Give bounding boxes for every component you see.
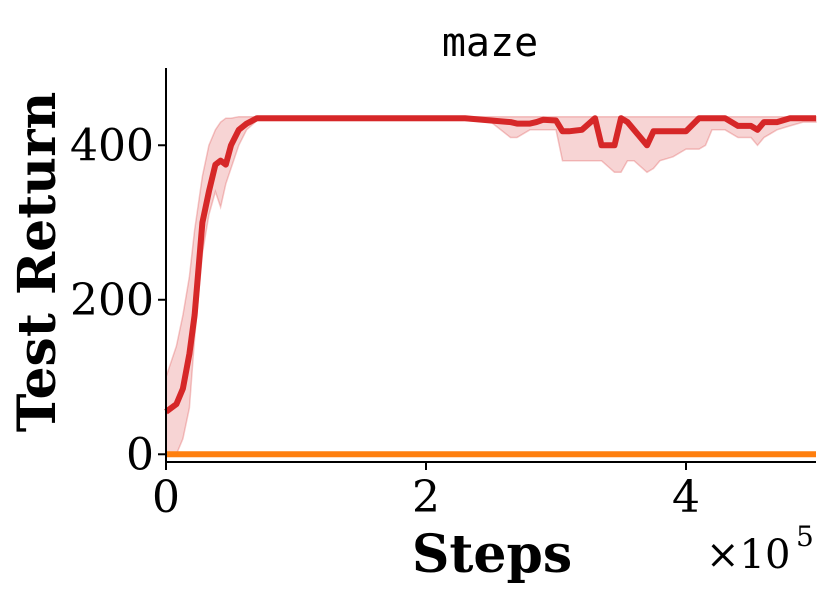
y-tick-label: 0: [126, 429, 154, 480]
series-0-band: [165, 115, 817, 456]
axis-ticks: 0 2 4 0 200 400: [70, 120, 700, 523]
x-axis-multiplier-exponent: 5: [796, 520, 814, 553]
x-tick-label: 4: [672, 472, 700, 523]
x-tick-label: 0: [152, 472, 180, 523]
y-tick-label: 400: [70, 120, 154, 171]
x-axis-label: Steps: [412, 524, 572, 585]
chart-title: maze: [442, 20, 538, 66]
y-axis-label: Test Return: [7, 92, 68, 433]
y-tick-label: 200: [70, 275, 154, 326]
x-tick-label: 2: [412, 472, 440, 523]
plot-area: [164, 115, 817, 458]
series-0-line: [164, 115, 816, 415]
x-axis-multiplier: ×10: [706, 532, 790, 578]
